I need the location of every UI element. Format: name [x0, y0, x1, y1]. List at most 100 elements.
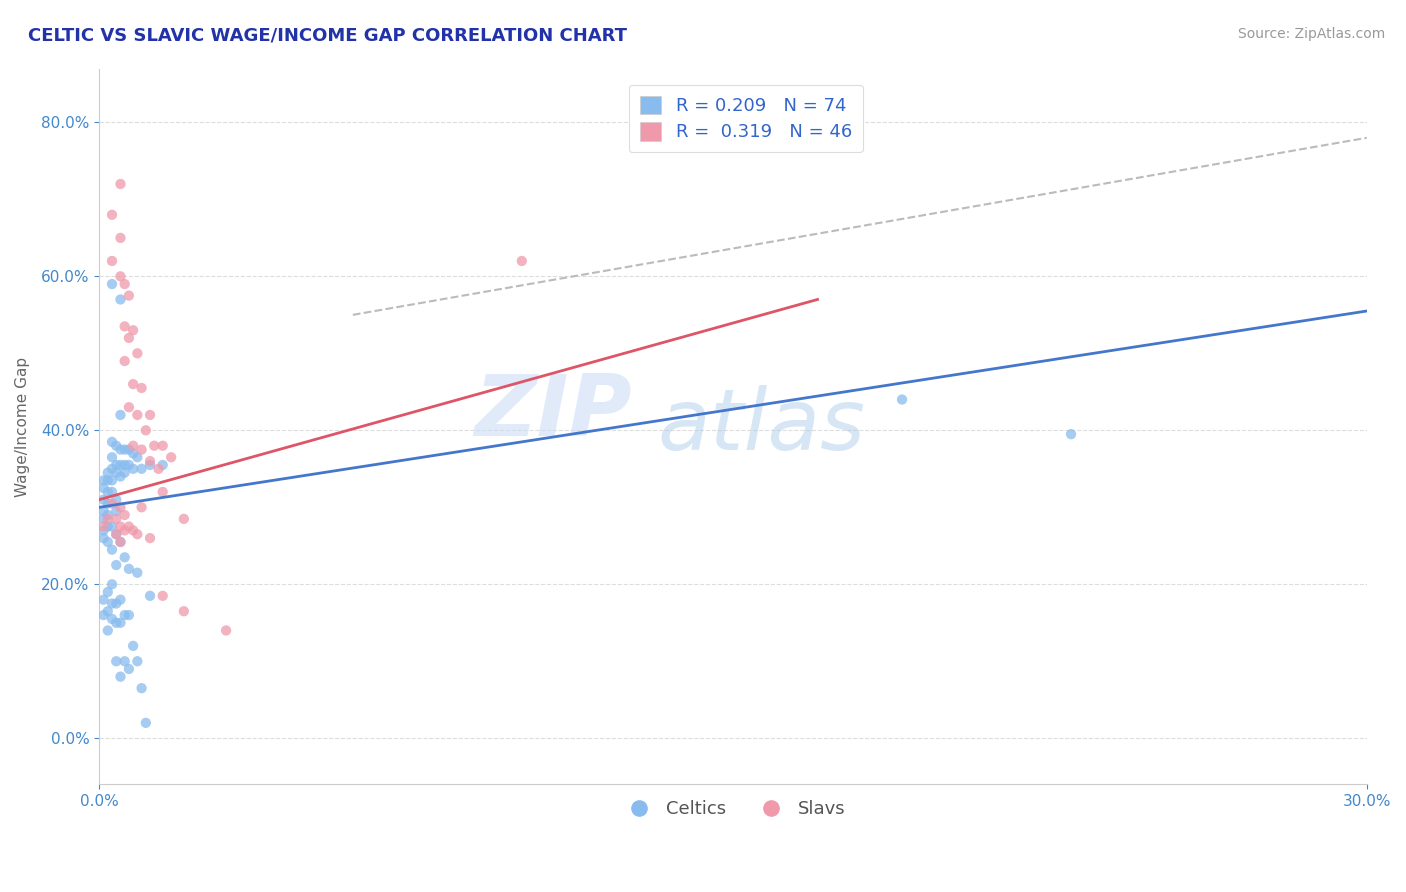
Point: [122, 446, 145, 460]
Point: [101, 208, 124, 222]
Point: [101, 450, 124, 465]
Point: [118, 458, 141, 472]
Point: [105, 558, 128, 572]
Point: [97, 604, 120, 618]
Y-axis label: Wage/Income Gap: Wage/Income Gap: [15, 357, 30, 497]
Point: [105, 654, 128, 668]
Point: [118, 442, 141, 457]
Point: [114, 466, 136, 480]
Point: [114, 608, 136, 623]
Point: [114, 524, 136, 538]
Point: [101, 519, 124, 533]
Point: [97, 496, 120, 510]
Point: [93, 474, 115, 488]
Text: CELTIC VS SLAVIC WAGE/INCOME GAP CORRELATION CHART: CELTIC VS SLAVIC WAGE/INCOME GAP CORRELA…: [28, 27, 627, 45]
Point: [139, 408, 162, 422]
Point: [93, 481, 115, 495]
Text: atlas: atlas: [657, 385, 865, 468]
Point: [93, 592, 115, 607]
Point: [118, 519, 141, 533]
Point: [1060, 427, 1083, 442]
Point: [110, 500, 132, 515]
Point: [105, 439, 128, 453]
Point: [891, 392, 914, 407]
Point: [101, 474, 124, 488]
Point: [127, 408, 149, 422]
Point: [97, 474, 120, 488]
Point: [127, 346, 149, 360]
Point: [110, 442, 132, 457]
Point: [110, 293, 132, 307]
Point: [101, 484, 124, 499]
Point: [105, 527, 128, 541]
Point: [118, 331, 141, 345]
Point: [127, 566, 149, 580]
Point: [131, 381, 153, 395]
Point: [152, 439, 174, 453]
Point: [114, 654, 136, 668]
Point: [110, 469, 132, 483]
Point: [122, 377, 145, 392]
Point: [105, 597, 128, 611]
Point: [105, 504, 128, 518]
Point: [110, 269, 132, 284]
Point: [139, 454, 162, 468]
Point: [114, 354, 136, 368]
Point: [97, 484, 120, 499]
Point: [101, 597, 124, 611]
Legend: Celtics, Slavs: Celtics, Slavs: [613, 793, 853, 825]
Point: [131, 681, 153, 696]
Point: [127, 527, 149, 541]
Point: [122, 439, 145, 453]
Point: [127, 450, 149, 465]
Point: [97, 466, 120, 480]
Point: [510, 254, 533, 268]
Point: [93, 519, 115, 533]
Point: [97, 624, 120, 638]
Point: [105, 458, 128, 472]
Point: [110, 592, 132, 607]
Point: [105, 466, 128, 480]
Point: [160, 450, 183, 465]
Point: [122, 639, 145, 653]
Point: [101, 434, 124, 449]
Point: [148, 462, 170, 476]
Point: [131, 462, 153, 476]
Point: [110, 535, 132, 549]
Point: [110, 519, 132, 533]
Point: [173, 604, 195, 618]
Point: [114, 550, 136, 565]
Point: [110, 458, 132, 472]
Point: [97, 585, 120, 599]
Point: [135, 423, 157, 437]
Point: [173, 512, 195, 526]
Point: [114, 442, 136, 457]
Point: [122, 524, 145, 538]
Point: [101, 612, 124, 626]
Point: [101, 462, 124, 476]
Point: [93, 504, 115, 518]
Point: [114, 508, 136, 522]
Point: [135, 715, 157, 730]
Point: [139, 589, 162, 603]
Point: [122, 462, 145, 476]
Point: [105, 527, 128, 541]
Point: [101, 277, 124, 291]
Point: [110, 670, 132, 684]
Point: [139, 531, 162, 545]
Point: [131, 442, 153, 457]
Point: [93, 512, 115, 526]
Point: [110, 615, 132, 630]
Point: [97, 519, 120, 533]
Point: [105, 615, 128, 630]
Point: [93, 524, 115, 538]
Point: [97, 508, 120, 522]
Point: [215, 624, 238, 638]
Point: [114, 277, 136, 291]
Point: [105, 492, 128, 507]
Point: [101, 577, 124, 591]
Point: [97, 512, 120, 526]
Text: ZIP: ZIP: [474, 371, 631, 454]
Point: [118, 608, 141, 623]
Point: [93, 608, 115, 623]
